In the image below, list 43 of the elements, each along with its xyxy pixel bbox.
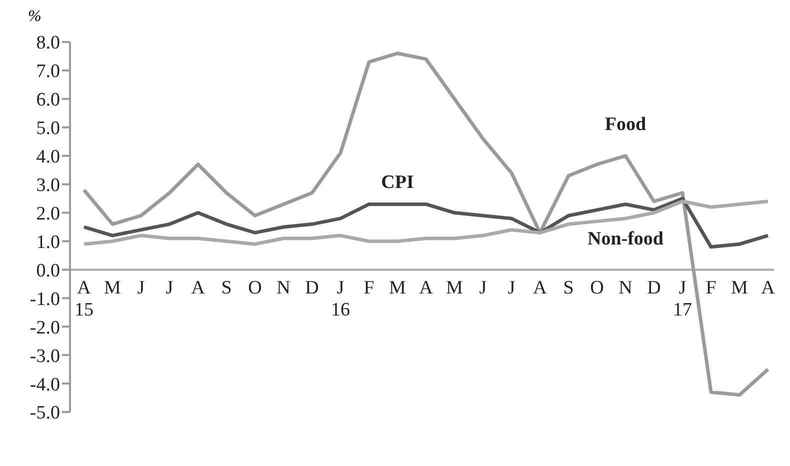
y-tick-label: 8.0 xyxy=(36,32,60,54)
x-tick-label: S xyxy=(563,278,574,299)
y-tick-label: 3.0 xyxy=(36,175,60,196)
y-tick-label: -1.0 xyxy=(30,288,60,310)
series-label: CPI xyxy=(381,172,414,194)
y-tick-label: 4.0 xyxy=(36,146,60,168)
x-tick-label: F xyxy=(364,278,374,299)
x-tick-label: N xyxy=(276,278,291,299)
y-axis-title: % xyxy=(28,8,42,26)
x-tick-label: O xyxy=(248,278,262,299)
x-tick-label: M xyxy=(104,278,122,299)
x-tick-label: A xyxy=(419,278,434,299)
x-tick-label: M xyxy=(731,278,748,299)
x-tick-label: M xyxy=(446,278,464,299)
y-tick-label: -3.0 xyxy=(30,346,60,367)
x-tick-label: F xyxy=(706,278,716,299)
x-tick-label: N xyxy=(618,278,633,299)
y-tick-label: 6.0 xyxy=(36,90,60,111)
x-tick-label: S xyxy=(221,278,232,299)
y-tick-label: -5.0 xyxy=(30,402,60,424)
x-tick-label: A 15 xyxy=(74,278,94,321)
x-tick-label: J xyxy=(508,278,516,299)
y-tick-label: 7.0 xyxy=(36,61,60,82)
y-tick-label: 2.0 xyxy=(36,204,60,225)
x-tick-label: J 17 xyxy=(673,278,692,321)
x-tick-label: J 16 xyxy=(331,278,350,321)
x-tick-label: A xyxy=(761,278,776,299)
y-tick-label: -4.0 xyxy=(30,374,60,396)
y-tick-label: 0.0 xyxy=(36,260,60,282)
x-tick-label: O xyxy=(590,278,604,299)
x-tick-label: M xyxy=(389,278,406,299)
x-tick-label: A xyxy=(191,278,206,299)
x-tick-label: D xyxy=(305,278,319,299)
y-tick-label: 1.0 xyxy=(36,232,60,253)
series-label: Food xyxy=(604,114,647,135)
x-tick-label: D xyxy=(647,278,661,299)
y-tick-label: -2.0 xyxy=(30,317,60,338)
series-label: Non-food xyxy=(587,228,664,250)
x-tick-label: J xyxy=(137,278,145,299)
y-tick-label: 5.0 xyxy=(36,118,60,140)
x-tick-label: J xyxy=(166,278,174,299)
x-tick-label: A xyxy=(533,278,548,299)
x-tick-label: J xyxy=(479,278,487,299)
